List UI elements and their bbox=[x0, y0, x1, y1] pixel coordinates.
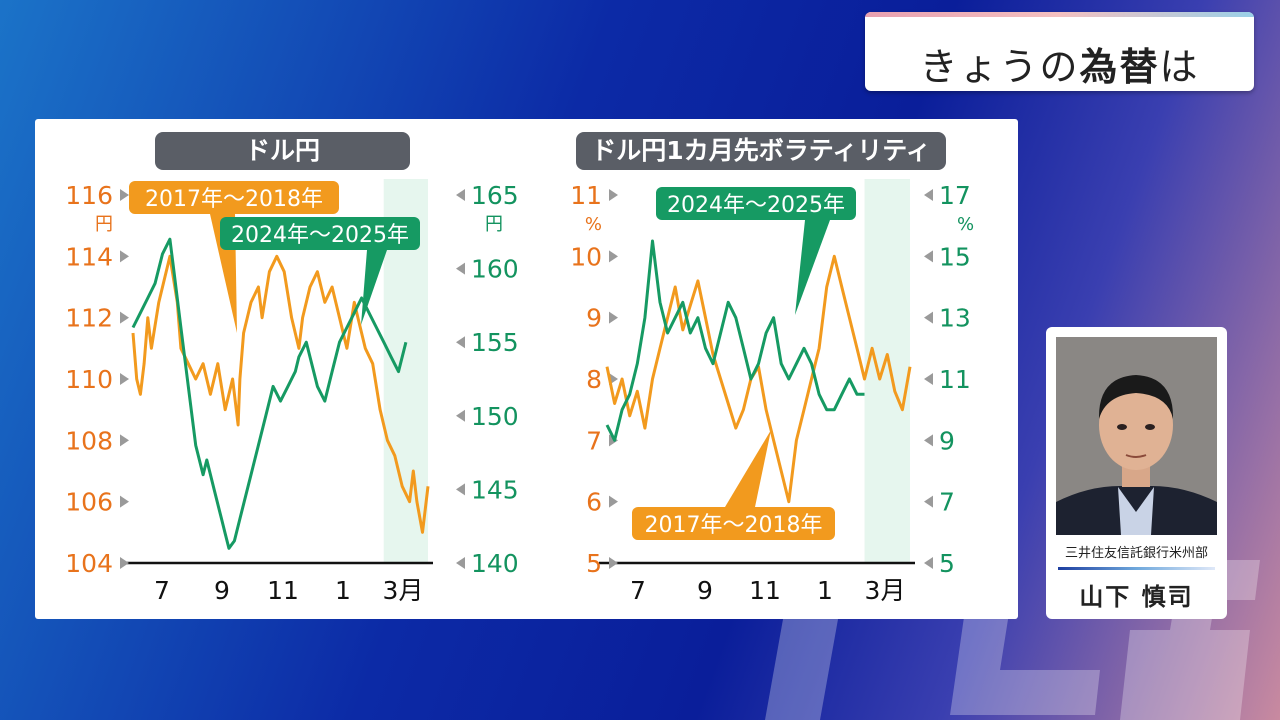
chart-1-series-1-line bbox=[131, 254, 430, 534]
chart-1-left-tick-label: 106 bbox=[65, 488, 113, 517]
topic-accent-bar bbox=[865, 12, 1254, 17]
callout-pointer bbox=[795, 220, 830, 315]
chart-1-left-tick-arrow bbox=[120, 495, 129, 508]
chart-2-title: ドル円1カ月先ボラティリティ bbox=[576, 132, 946, 170]
chart-2-x-tick-label: 11 bbox=[749, 576, 781, 605]
chart-1-left-tick-arrow bbox=[120, 311, 129, 324]
chart-1-x-tick-label: 1 bbox=[335, 576, 351, 605]
chart-1-left-unit: 円 bbox=[95, 214, 113, 235]
topic-prefix: きょうの bbox=[919, 45, 1080, 89]
chart-2-right-tick-arrow bbox=[924, 434, 933, 447]
chart-2-x-tick-label: 3月 bbox=[865, 576, 906, 605]
callout-label: 2024年～2025年 bbox=[231, 223, 409, 248]
chart-1-right-tick-arrow bbox=[456, 262, 465, 275]
callout-box bbox=[129, 181, 339, 214]
chart-2-right-tick-arrow bbox=[924, 189, 933, 201]
chart-2-series-2-line bbox=[605, 239, 865, 442]
chart-1-right-tick-label: 140 bbox=[471, 549, 519, 578]
chart-1-right-tick-label: 160 bbox=[471, 255, 519, 284]
topic-banner: きょうの為替は bbox=[865, 12, 1254, 91]
chart-2-right-tick-arrow bbox=[924, 373, 933, 385]
chart-1-title: ドル円 bbox=[155, 132, 410, 170]
charts-svg: 104106108110112114116円140145150155160165… bbox=[65, 179, 974, 605]
chart-1-left-tick-label: 108 bbox=[65, 426, 113, 455]
chart-2-left-tick-arrow bbox=[609, 311, 618, 324]
topic-keyword: 為替 bbox=[1079, 45, 1160, 89]
commentator-name: 山下 慎司 bbox=[1079, 583, 1194, 611]
chart-1-left-tick-label: 110 bbox=[65, 365, 113, 394]
chart-1-right-unit: 円 bbox=[485, 214, 503, 235]
chart-1-x-tick-label: 9 bbox=[214, 576, 230, 605]
chart-1-left-tick-label: 116 bbox=[65, 181, 113, 210]
chart-2-right-tick-arrow bbox=[924, 311, 933, 324]
chart-2-right-tick-label: 13 bbox=[939, 304, 971, 333]
chart-1-left-tick-arrow bbox=[120, 189, 129, 201]
chart-2-left-unit: % bbox=[585, 214, 602, 235]
chart-2-left-tick-label: 7 bbox=[586, 426, 602, 455]
chart-2-right-tick-label: 15 bbox=[939, 242, 971, 271]
chart-1-left-tick-arrow bbox=[120, 250, 129, 263]
chart-1-x-tick-label: 11 bbox=[267, 576, 299, 605]
chart-2-right-tick-label: 11 bbox=[939, 365, 971, 394]
chart-2-highlight-region bbox=[864, 179, 910, 563]
chart-2-right-tick-arrow bbox=[924, 557, 933, 569]
callout-label: 2017年～2018年 bbox=[645, 513, 823, 538]
chart-2-left-tick-arrow bbox=[609, 495, 618, 508]
chart-2-left-tick-label: 5 bbox=[586, 549, 602, 578]
chart-1-left-tick-label: 104 bbox=[65, 549, 113, 578]
callout-box bbox=[220, 217, 420, 250]
chart-1-x-tick-label: 3月 bbox=[383, 576, 424, 605]
chart-1-right-tick-arrow bbox=[456, 557, 465, 569]
callout-box bbox=[632, 507, 835, 540]
affiliation-underline bbox=[1058, 567, 1215, 570]
callout-label: 2017年～2018年 bbox=[145, 187, 323, 212]
chart-2-right-unit: % bbox=[957, 214, 974, 235]
topic-suffix: は bbox=[1159, 45, 1200, 89]
chart-1-series-2-line bbox=[131, 237, 408, 550]
chart-1-right-tick-label: 145 bbox=[471, 475, 519, 504]
chart-2-left-tick-arrow bbox=[609, 557, 618, 569]
chart-2-right-tick-arrow bbox=[924, 250, 933, 263]
commentator-card: 三井住友信託銀行米州部 山下 慎司 bbox=[1046, 327, 1227, 619]
chart-2-left-tick-label: 8 bbox=[586, 365, 602, 394]
chart-2-left-tick-label: 10 bbox=[570, 242, 602, 271]
chart-2-left-tick-arrow bbox=[609, 250, 618, 263]
chart-2-right-tick-arrow bbox=[924, 495, 933, 508]
callout-box bbox=[656, 187, 856, 220]
chart-1-right-tick-label: 165 bbox=[471, 181, 519, 210]
chart-2-x-tick-label: 7 bbox=[630, 576, 646, 605]
chart-2-right-tick-label: 9 bbox=[939, 426, 955, 455]
commentator-affiliation: 三井住友信託銀行米州部 bbox=[1064, 546, 1208, 561]
chart-2-left-tick-label: 11 bbox=[570, 181, 602, 210]
chart-1-left-tick-arrow bbox=[120, 373, 129, 385]
chart-1-x-tick-label: 7 bbox=[154, 576, 170, 605]
chart-1-right-tick-label: 155 bbox=[471, 328, 519, 357]
chart-1-left-tick-label: 114 bbox=[65, 242, 113, 271]
chart-panel: 104 106 108 110 112 114 116 円 140 145 150 155 160 165… bbox=[35, 119, 1018, 619]
chart-2-right-tick-label: 17 bbox=[939, 181, 971, 210]
chart-2-right-tick-label: 7 bbox=[939, 488, 955, 517]
chart-2-right-tick-label: 5 bbox=[939, 549, 955, 578]
chart-2-left-tick-label: 9 bbox=[586, 304, 602, 333]
callout-pointer bbox=[725, 430, 771, 507]
chart-2-left-tick-label: 6 bbox=[586, 488, 602, 517]
callout-label: 2024年～2025年 bbox=[667, 193, 845, 218]
chart-2-x-tick-label: 9 bbox=[697, 576, 713, 605]
chart-1-left-tick-arrow bbox=[120, 434, 129, 447]
chart-1-right-tick-arrow bbox=[456, 409, 465, 422]
chart-2-left-tick-arrow bbox=[609, 189, 618, 201]
chart-1-left-tick-label: 112 bbox=[65, 304, 113, 333]
commentator-photo bbox=[1056, 337, 1217, 535]
callout-pointer bbox=[361, 250, 387, 325]
chart-2-x-tick-label: 1 bbox=[817, 576, 833, 605]
chart-1-right-tick-arrow bbox=[456, 336, 465, 349]
chart-1-right-tick-arrow bbox=[456, 483, 465, 496]
chart-1-left-tick-arrow bbox=[120, 557, 129, 569]
chart-1-right-tick-label: 150 bbox=[471, 402, 519, 431]
topic-title: きょうの為替は bbox=[865, 36, 1254, 91]
chart-1-right-tick-arrow bbox=[456, 189, 465, 201]
